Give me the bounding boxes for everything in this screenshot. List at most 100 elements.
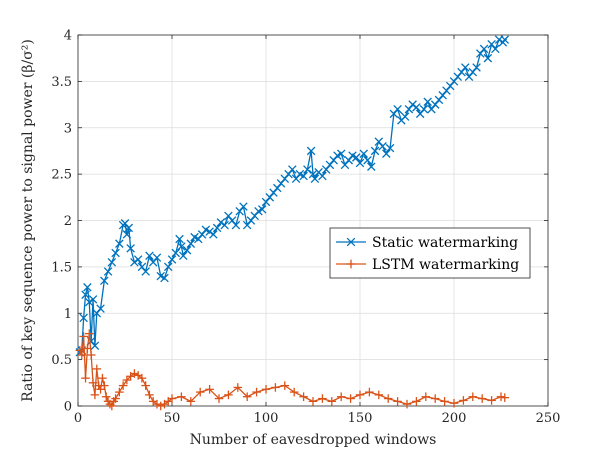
y-tick-label: 2 [64,214,72,229]
x-tick-label: 0 [74,411,82,426]
data-point [137,262,147,272]
data-point [419,104,429,114]
data-point [212,223,222,233]
data-point [487,40,496,49]
data-point [88,295,98,304]
data-point [179,251,188,261]
data-point [133,255,143,264]
y-axis-label: Ratio of key sequence power to signal po… [20,39,36,402]
data-point [96,304,105,313]
data-point [231,220,241,230]
legend-marker-lstm [346,259,356,269]
data-point [367,162,376,171]
y-tick-label: 3 [64,121,72,136]
data-point [318,171,327,181]
data-point [385,143,395,153]
legend-marker-static [346,237,356,247]
data-point [145,251,154,261]
data-point [111,248,120,258]
data-point [167,255,177,264]
series-line [79,38,506,353]
data-point [257,205,267,214]
data-point [216,218,226,227]
data-point [412,103,421,112]
data-point [423,97,432,107]
series-static [75,35,510,357]
grid [78,35,548,406]
y-tick-label: 2.5 [51,168,72,183]
data-point [186,239,196,248]
data-point [308,169,318,179]
data-point [85,297,94,307]
data-point [359,149,369,158]
data-point [348,151,357,160]
data-point [382,149,391,158]
data-point [303,165,312,174]
x-tick-label: 150 [348,411,373,426]
series-line [79,332,505,407]
data-point [227,216,237,225]
data-point [408,100,417,109]
x-axis-label: Number of eavesdropped windows [190,432,437,448]
data-point [201,225,211,235]
data-point [461,63,470,72]
axis-ticks: 0 50 100 150 200 250 0 0.5 1 1.5 2 2.5 3 3.5 4 [51,29,560,427]
data-point [115,239,124,248]
legend-marker [346,237,356,247]
data-point [355,158,365,168]
data-point [156,271,165,281]
data-point [175,234,184,244]
data-point [400,112,410,121]
data-point [393,104,402,114]
y-tick-label: 4 [64,29,72,44]
x-tick-label: 50 [164,411,181,426]
y-tick-label: 0 [64,400,72,415]
data-point [491,44,500,54]
y-tick-label: 3.5 [51,75,72,90]
data-point [120,219,130,228]
data-point [483,53,493,63]
data-point [124,223,134,233]
x-tick-label: 200 [442,411,467,426]
data-point [163,262,173,272]
x-tick-label: 250 [536,411,561,426]
legend: Static watermarking LSTM watermarking [329,227,531,279]
data-point [90,341,100,350]
data-point [130,257,139,267]
series-group [75,35,510,411]
data-point [160,273,169,283]
data-point [500,35,510,44]
data-point [288,165,297,174]
data-point [239,202,248,211]
data-point [336,149,346,158]
data-point [83,283,92,292]
data-point [220,220,229,230]
series-lstm [75,329,510,411]
legend-label-static: Static watermarking [372,235,518,251]
data-point [370,146,380,156]
data-point [479,44,489,54]
x-tick-label: 100 [254,411,279,426]
data-point [295,169,305,179]
data-point [81,290,90,299]
data-point [351,153,361,162]
y-tick-label: 1 [64,307,72,322]
data-point [209,230,218,239]
data-point [363,155,372,165]
data-point [103,267,113,276]
data-point [472,63,481,72]
data-point [79,313,88,323]
data-point [374,137,384,146]
data-point [141,267,150,276]
legend-label-lstm: LSTM watermarking [372,257,519,273]
y-tick-label: 1.5 [51,260,72,275]
data-point [224,211,233,221]
data-point [182,245,192,255]
y-tick-label: 0.5 [51,353,72,368]
data-point [152,253,162,262]
data-point [177,242,186,251]
data-point [122,230,132,239]
data-point [205,227,214,236]
